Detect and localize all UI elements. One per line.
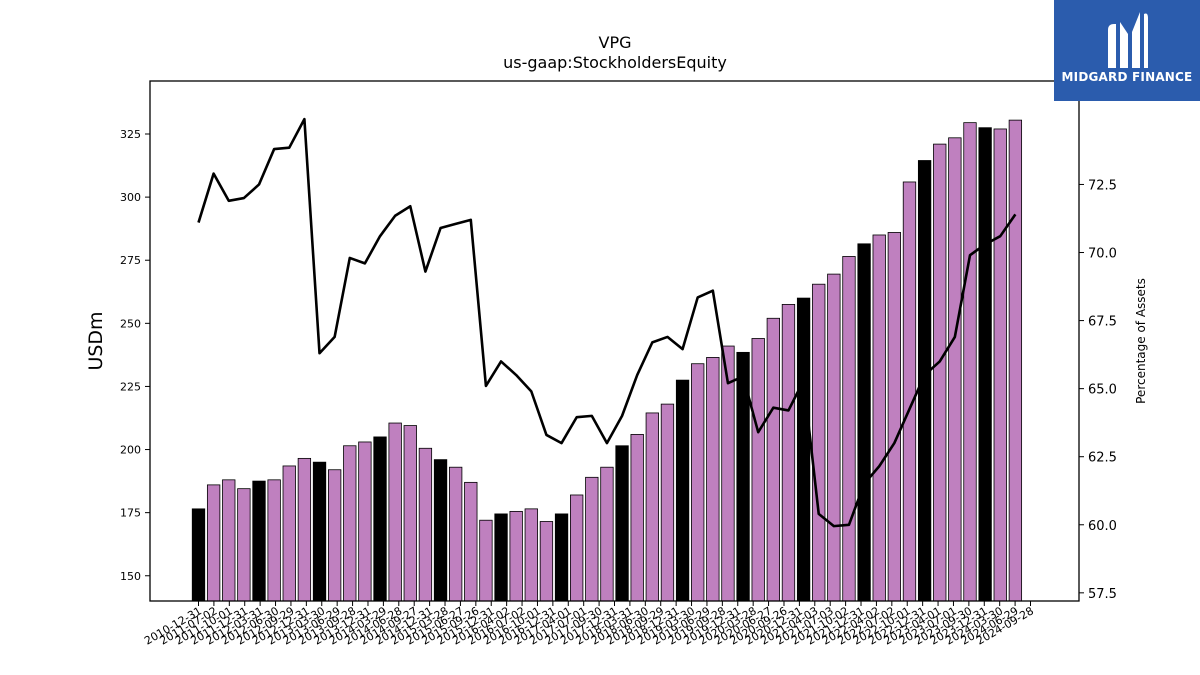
- y-tick-label: 200: [120, 444, 141, 457]
- y2-tick-label: 70.0: [1088, 247, 1117, 262]
- y2-tick-label: 65.0: [1088, 383, 1117, 398]
- bar: [403, 425, 417, 602]
- bar: [282, 465, 296, 602]
- bar: [570, 494, 584, 602]
- bar: [993, 128, 1007, 602]
- y2-tick-label: 62.5: [1088, 451, 1117, 466]
- bar: [464, 481, 478, 602]
- bar: [887, 232, 901, 602]
- bar: [554, 513, 569, 602]
- bar: [872, 234, 886, 602]
- bar: [948, 137, 962, 602]
- y-axis-right: 57.5 60.0 62.5 65.0 67.5 70.0 72.5: [1079, 178, 1117, 602]
- bar: [509, 510, 523, 602]
- bar: [706, 357, 720, 602]
- bar: [373, 436, 387, 602]
- bar: [524, 508, 538, 602]
- bar: [252, 480, 266, 602]
- y2-tick-label: 67.5: [1088, 315, 1117, 330]
- y-axis-label: USDm: [85, 311, 107, 370]
- bar: [963, 122, 977, 602]
- bar: [600, 466, 614, 602]
- bar: [388, 422, 402, 602]
- bar: [857, 243, 871, 602]
- bar: [630, 433, 644, 602]
- bar: [691, 363, 705, 602]
- bar: [297, 457, 312, 602]
- bar: [343, 445, 357, 602]
- bar: [191, 508, 206, 602]
- bar: [267, 479, 281, 602]
- line-percentage-of-assets: [197, 117, 1017, 528]
- bar: [237, 488, 251, 602]
- y2-tick-label: 57.5: [1088, 587, 1117, 602]
- chart-title: VPG: [599, 33, 632, 52]
- midgard-logo-icon: [1108, 12, 1148, 68]
- chart-subtitle: us-gaap:StockholdersEquity: [503, 53, 727, 72]
- bar: [449, 466, 463, 602]
- brand-name: MIDGARD FINANCE: [1061, 70, 1193, 84]
- brand-logo: MIDGARD FINANCE: [1054, 0, 1200, 101]
- y-tick-label: 325: [120, 128, 141, 141]
- bar: [827, 273, 841, 602]
- y2-tick-label: 72.5: [1088, 178, 1117, 193]
- y-tick-label: 275: [120, 254, 141, 267]
- line-series: [197, 117, 1017, 528]
- bar: [585, 476, 599, 602]
- bar-series: [191, 119, 1023, 602]
- bar: [312, 461, 327, 602]
- bar: [660, 403, 675, 602]
- bar: [933, 143, 947, 602]
- bar: [978, 127, 992, 602]
- bar: [615, 445, 629, 602]
- bar: [675, 379, 690, 602]
- y2-tick-label: 60.0: [1088, 519, 1117, 534]
- bar: [645, 412, 659, 602]
- bar: [358, 441, 372, 602]
- y-tick-label: 150: [120, 570, 141, 583]
- bar: [539, 521, 554, 602]
- x-axis: 2010-12-312011-07-022011-10-012011-12-31…: [142, 601, 1036, 648]
- bar: [902, 181, 917, 602]
- bar: [751, 338, 765, 602]
- y-axis-left: 150 175 200 225 250 275 300 325: [120, 128, 150, 583]
- bar: [418, 447, 433, 602]
- y2-axis-label: Percentage of Assets: [1134, 278, 1148, 404]
- y-tick-label: 225: [120, 380, 141, 393]
- y-tick-label: 300: [120, 191, 141, 204]
- bar: [781, 303, 796, 602]
- bar: [796, 297, 811, 602]
- bar: [327, 469, 342, 602]
- y-tick-label: 250: [120, 317, 141, 330]
- bar: [1008, 119, 1023, 602]
- y-tick-label: 175: [120, 507, 141, 520]
- bar: [479, 519, 493, 602]
- bar: [917, 160, 932, 602]
- bar: [206, 484, 221, 602]
- bar: [222, 479, 236, 602]
- bar: [842, 256, 856, 602]
- bar: [812, 283, 826, 602]
- bar: [766, 317, 780, 602]
- bar: [433, 459, 448, 602]
- bar: [494, 513, 508, 602]
